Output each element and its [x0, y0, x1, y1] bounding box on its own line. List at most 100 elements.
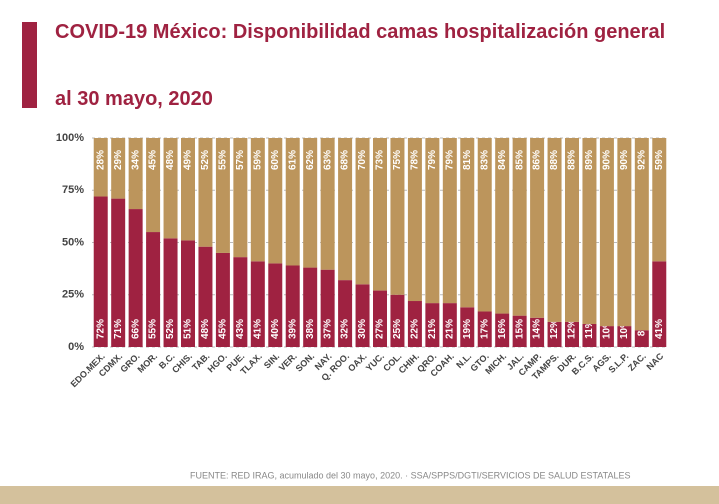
value-label: 12%	[549, 319, 560, 339]
bar-segment	[355, 138, 370, 285]
value-label: 90%	[602, 150, 613, 170]
x-tick-label: OAX.	[346, 351, 369, 374]
value-label: 21%	[427, 319, 438, 339]
value-label: 92%	[636, 150, 647, 170]
bar-segment	[547, 138, 562, 322]
value-label: 38%	[305, 319, 316, 339]
value-label: 61%	[287, 150, 298, 170]
bar-segment	[146, 138, 161, 233]
bar-segment	[111, 138, 126, 199]
bar-segment	[652, 261, 667, 347]
bar-segment	[565, 138, 579, 322]
bar-segment	[599, 326, 614, 347]
chart-title: COVID-19 México: Disponibilidad camas ho…	[55, 21, 666, 43]
value-label: 12%	[567, 319, 578, 339]
value-label: 55%	[148, 319, 159, 339]
value-label: 66%	[130, 319, 141, 339]
value-label: 84%	[497, 150, 508, 170]
bar-segment	[303, 138, 318, 268]
value-label: 90%	[619, 150, 630, 170]
bar-segment	[599, 138, 614, 327]
value-label: 14%	[532, 319, 543, 339]
bar-segment	[285, 138, 300, 266]
value-label: 40%	[270, 319, 281, 339]
bar-segment	[373, 290, 387, 347]
bar-segment	[390, 294, 405, 347]
value-label: 45%	[148, 150, 159, 170]
bar-segment	[338, 138, 353, 281]
bar-segment	[442, 138, 457, 304]
bar-segment	[407, 138, 422, 302]
value-label: 79%	[427, 150, 438, 170]
value-label: 43%	[235, 319, 246, 339]
value-label: 41%	[252, 319, 263, 339]
value-label: 78%	[410, 150, 421, 170]
bar-segment	[233, 257, 248, 347]
value-label: 48%	[165, 150, 176, 170]
bar-segment	[250, 138, 265, 262]
x-tick-label: HGO.	[206, 351, 229, 374]
value-label: 68%	[340, 150, 351, 170]
value-label: 25%	[392, 319, 403, 339]
value-label: 21%	[444, 319, 455, 339]
bar-segment	[268, 138, 283, 264]
value-label: 52%	[165, 319, 176, 339]
value-label: 79%	[444, 150, 455, 170]
y-tick-label: 75%	[62, 184, 84, 196]
value-label: 41%	[654, 319, 665, 339]
bar-segment	[390, 138, 405, 295]
value-label: 73%	[375, 150, 386, 170]
value-label: 62%	[305, 150, 316, 170]
value-label: 52%	[200, 150, 211, 170]
bar-segment	[268, 263, 283, 347]
x-tick-label: SON.	[294, 351, 317, 374]
value-label: 71%	[113, 319, 124, 339]
bar-segment	[617, 138, 632, 327]
bar-segment	[634, 330, 649, 347]
accent-bar	[22, 22, 37, 108]
x-tick-label: ZAC.	[626, 351, 648, 373]
bar-segment	[565, 321, 579, 347]
bar-segment	[320, 138, 335, 270]
value-label: 10%	[602, 319, 613, 339]
x-tick-label: YUC.	[364, 351, 386, 373]
footer-strip	[0, 486, 719, 504]
value-label: 85%	[514, 150, 525, 170]
bar-segment	[547, 321, 562, 347]
bar-segment	[512, 138, 527, 316]
value-label: 16%	[497, 319, 508, 339]
value-label: 75%	[392, 150, 403, 170]
bar-segment	[303, 267, 318, 347]
x-tick-label: MOR.	[135, 351, 159, 375]
bar-segment	[407, 301, 422, 347]
value-label: 83%	[479, 150, 490, 170]
bar-segment	[530, 317, 545, 347]
bar-segment	[111, 198, 126, 347]
value-label: 30%	[357, 319, 368, 339]
bar-segment	[442, 303, 457, 347]
value-label: 28%	[95, 150, 106, 170]
value-label: 49%	[183, 150, 194, 170]
value-label: 60%	[270, 150, 281, 170]
bar-segment	[250, 261, 265, 347]
y-tick-label: 0%	[68, 341, 84, 353]
value-label: 27%	[375, 319, 386, 339]
y-tick-label: 25%	[62, 289, 84, 301]
bar-segment	[181, 138, 195, 241]
value-label: 55%	[218, 150, 229, 170]
bar-segment	[338, 280, 353, 347]
value-label: 17%	[479, 319, 490, 339]
value-label: 39%	[287, 319, 298, 339]
bar-segment	[355, 284, 370, 347]
bar-segment	[181, 240, 195, 347]
value-label: 48%	[200, 319, 211, 339]
value-label: 34%	[130, 150, 141, 170]
bar-segment	[617, 326, 632, 347]
value-label: 29%	[113, 150, 124, 170]
bar-segment	[582, 324, 597, 347]
bar-segment	[512, 315, 527, 347]
bar-segment	[425, 303, 440, 347]
bar-segment	[460, 138, 475, 308]
value-label: 32%	[340, 319, 351, 339]
